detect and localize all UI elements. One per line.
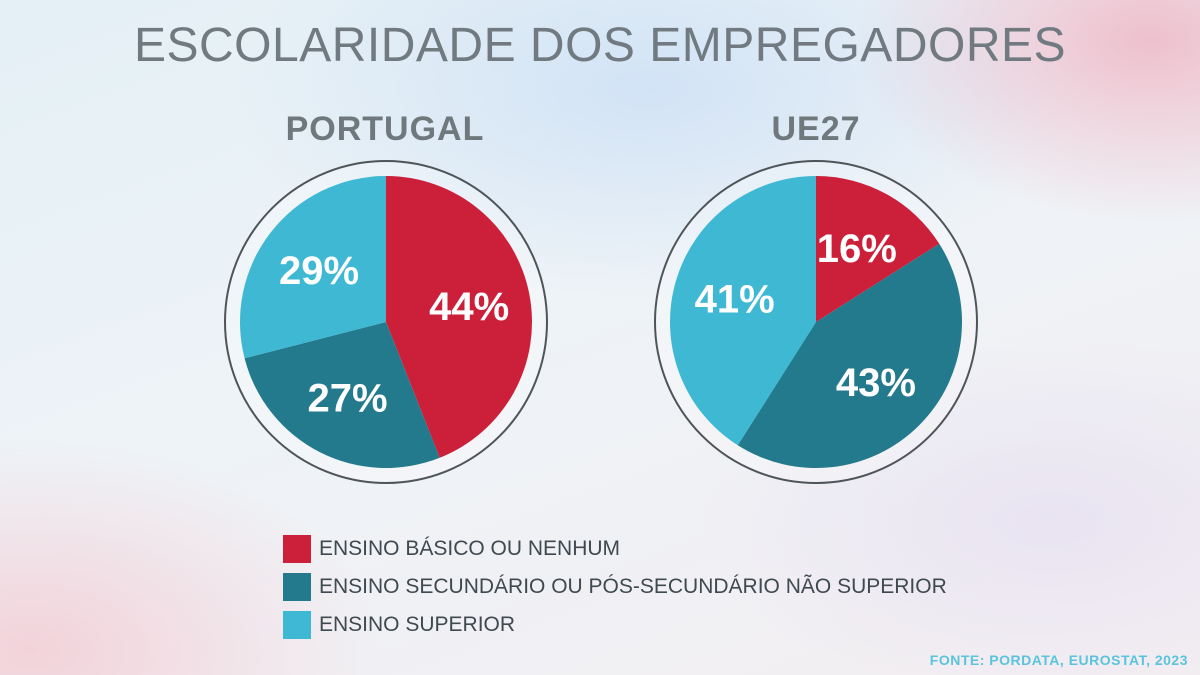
legend-swatch-secundario [283, 573, 311, 601]
pie-label-ue27-superior: 41% [695, 277, 775, 321]
pie-title-portugal: PORTUGAL [285, 110, 485, 148]
pie-slice-portugal-superior [240, 176, 386, 359]
pie-label-ue27-secundario: 43% [836, 361, 916, 405]
pie-label-portugal-basico: 44% [429, 285, 509, 329]
pie-slice-portugal-secundario [244, 322, 440, 469]
chart-title: ESCOLARIDADE DOS EMPREGADORES [133, 19, 1067, 72]
pie-title-ue27: UE27 [771, 110, 861, 148]
pie-slice-ue27-secundario [737, 243, 962, 468]
legend-swatch-basico [283, 535, 311, 563]
source-note: FONTE: PORDATA, EUROSTAT, 2023 [929, 652, 1188, 668]
legend-item-superior: ENSINO SUPERIOR [283, 606, 947, 644]
pie-label-ue27-basico: 16% [817, 227, 897, 271]
legend-item-secundario: ENSINO SECUNDÁRIO OU PÓS-SECUNDÁRIO NÃO … [283, 568, 947, 606]
legend-label-superior: ENSINO SUPERIOR [319, 613, 516, 636]
pie-slice-ue27-basico [816, 176, 940, 322]
pie-slice-portugal-basico [386, 176, 533, 458]
legend: ENSINO BÁSICO OU NENHUM ENSINO SECUNDÁRI… [283, 530, 947, 644]
legend-label-secundario: ENSINO SECUNDÁRIO OU PÓS-SECUNDÁRIO NÃO … [319, 575, 947, 598]
legend-label-basico: ENSINO BÁSICO OU NENHUM [319, 537, 621, 560]
pie-label-portugal-superior: 29% [279, 249, 359, 293]
legend-swatch-superior [283, 611, 311, 639]
pie-slice-ue27-superior [669, 176, 816, 446]
pie-label-portugal-secundario: 27% [308, 376, 388, 420]
legend-item-basico: ENSINO BÁSICO OU NENHUM [283, 530, 947, 568]
